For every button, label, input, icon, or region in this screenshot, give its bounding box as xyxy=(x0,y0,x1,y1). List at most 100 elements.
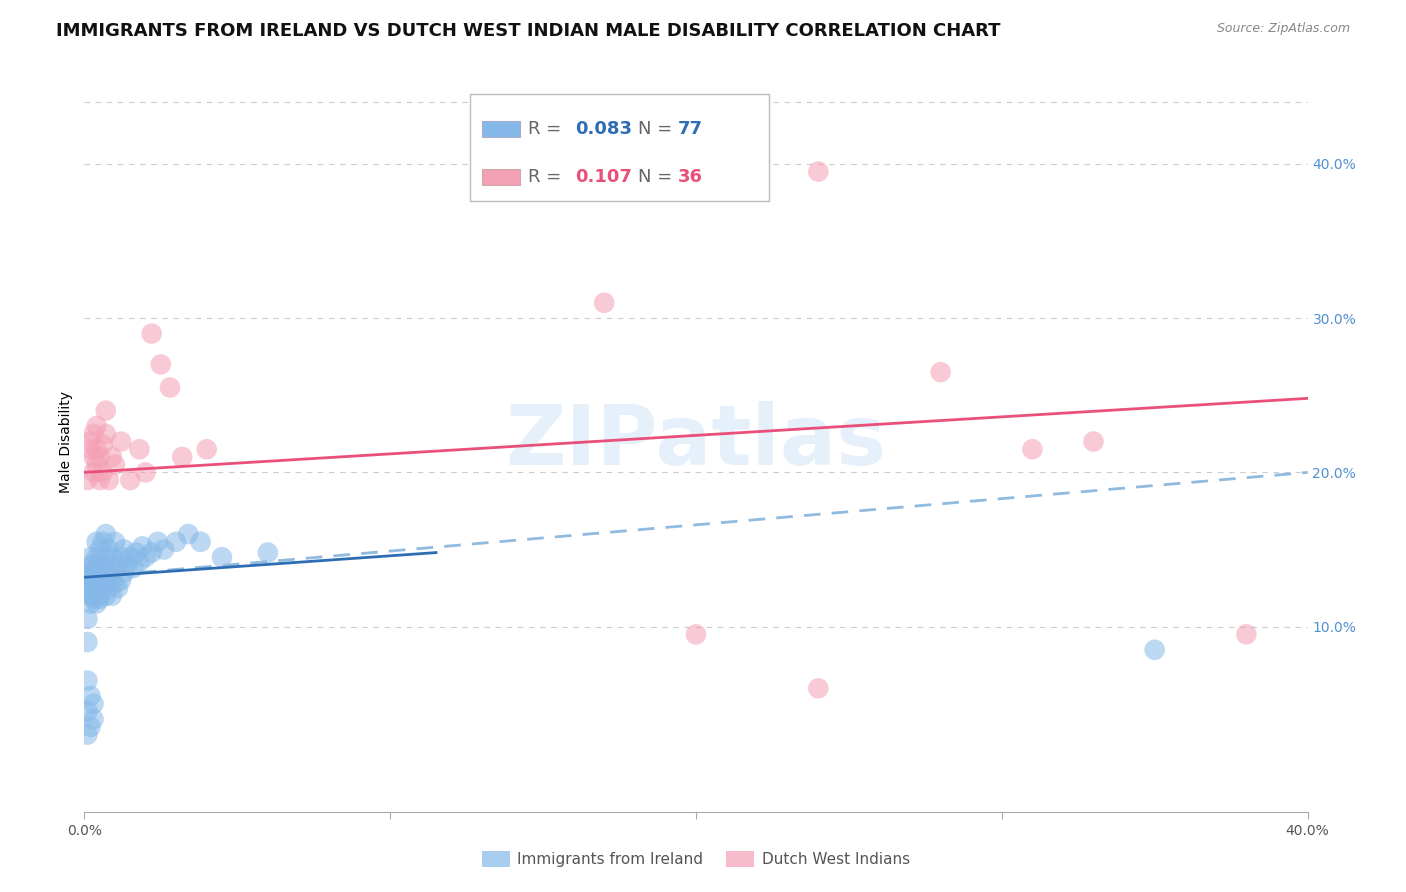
Point xyxy=(76,473,98,487)
Point xyxy=(86,419,108,434)
Point xyxy=(91,437,114,451)
Point xyxy=(91,466,114,480)
Point xyxy=(807,164,830,178)
Point xyxy=(86,581,108,595)
Point xyxy=(89,576,111,591)
Point xyxy=(135,466,157,480)
Point xyxy=(94,403,117,417)
Point xyxy=(79,550,101,565)
Point xyxy=(104,458,127,472)
Point xyxy=(146,534,169,549)
Point xyxy=(807,681,830,696)
Point xyxy=(89,473,111,487)
Point xyxy=(190,534,212,549)
Point xyxy=(89,581,111,595)
Text: N =: N = xyxy=(638,169,679,186)
Point xyxy=(131,540,153,554)
Point xyxy=(593,295,616,310)
Text: 0.107: 0.107 xyxy=(575,169,631,186)
Point xyxy=(125,546,148,560)
Point xyxy=(76,673,98,688)
Point xyxy=(79,566,101,580)
Y-axis label: Male Disability: Male Disability xyxy=(59,391,73,492)
Point xyxy=(110,434,132,449)
Point xyxy=(101,450,124,464)
Legend: Immigrants from Ireland, Dutch West Indians: Immigrants from Ireland, Dutch West Indi… xyxy=(482,851,910,867)
Point xyxy=(76,635,98,649)
Point xyxy=(83,558,105,572)
Point xyxy=(172,450,194,464)
Point xyxy=(91,534,114,549)
Point xyxy=(79,558,101,572)
Point xyxy=(112,542,135,557)
Point xyxy=(76,728,98,742)
Point xyxy=(195,442,218,457)
Point xyxy=(128,555,150,569)
Point xyxy=(83,697,105,711)
Point xyxy=(86,561,108,575)
Point xyxy=(86,570,108,584)
Point xyxy=(79,434,101,449)
Text: 36: 36 xyxy=(678,169,703,186)
Point xyxy=(120,473,142,487)
Point xyxy=(79,442,101,457)
Point xyxy=(1143,642,1166,657)
Point xyxy=(104,534,127,549)
Point xyxy=(1236,627,1258,641)
Point xyxy=(91,570,114,584)
Point xyxy=(122,561,145,575)
Point xyxy=(101,550,124,565)
Point xyxy=(104,561,127,575)
Point xyxy=(76,581,98,595)
FancyBboxPatch shape xyxy=(470,94,769,201)
Point xyxy=(89,450,111,464)
Point xyxy=(83,566,105,580)
Point xyxy=(79,581,101,595)
Point xyxy=(211,550,233,565)
Point xyxy=(110,574,132,588)
Text: R =: R = xyxy=(529,169,574,186)
Point xyxy=(86,458,108,472)
Point xyxy=(135,550,157,565)
Point xyxy=(97,581,120,595)
Point xyxy=(91,558,114,572)
Point xyxy=(149,358,172,372)
Point xyxy=(79,689,101,703)
Point xyxy=(89,591,111,606)
Point xyxy=(79,574,101,588)
Point xyxy=(107,581,129,595)
Point xyxy=(83,589,105,603)
Point xyxy=(73,574,96,588)
Text: Source: ZipAtlas.com: Source: ZipAtlas.com xyxy=(1216,22,1350,36)
Point xyxy=(91,581,114,595)
FancyBboxPatch shape xyxy=(482,169,520,186)
Point xyxy=(107,558,129,572)
Point xyxy=(83,426,105,441)
Text: ZIPatlas: ZIPatlas xyxy=(506,401,886,482)
Point xyxy=(83,576,105,591)
Point xyxy=(89,566,111,580)
Point xyxy=(97,473,120,487)
Point xyxy=(159,380,181,394)
Text: 77: 77 xyxy=(678,120,703,138)
Point xyxy=(165,534,187,549)
Point xyxy=(79,589,101,603)
Text: IMMIGRANTS FROM IRELAND VS DUTCH WEST INDIAN MALE DISABILITY CORRELATION CHART: IMMIGRANTS FROM IRELAND VS DUTCH WEST IN… xyxy=(56,22,1001,40)
Point xyxy=(79,720,101,734)
Point xyxy=(83,466,105,480)
Point xyxy=(79,597,101,611)
Point xyxy=(141,326,163,341)
Point xyxy=(153,542,176,557)
Point xyxy=(94,576,117,591)
Point xyxy=(83,712,105,726)
Point xyxy=(141,546,163,560)
Point xyxy=(89,589,111,603)
Point xyxy=(76,612,98,626)
Point xyxy=(101,589,124,603)
Point xyxy=(1358,681,1381,696)
Point xyxy=(257,546,280,560)
Point xyxy=(115,558,138,572)
Point xyxy=(86,534,108,549)
Point xyxy=(120,550,142,565)
Text: R =: R = xyxy=(529,120,568,138)
